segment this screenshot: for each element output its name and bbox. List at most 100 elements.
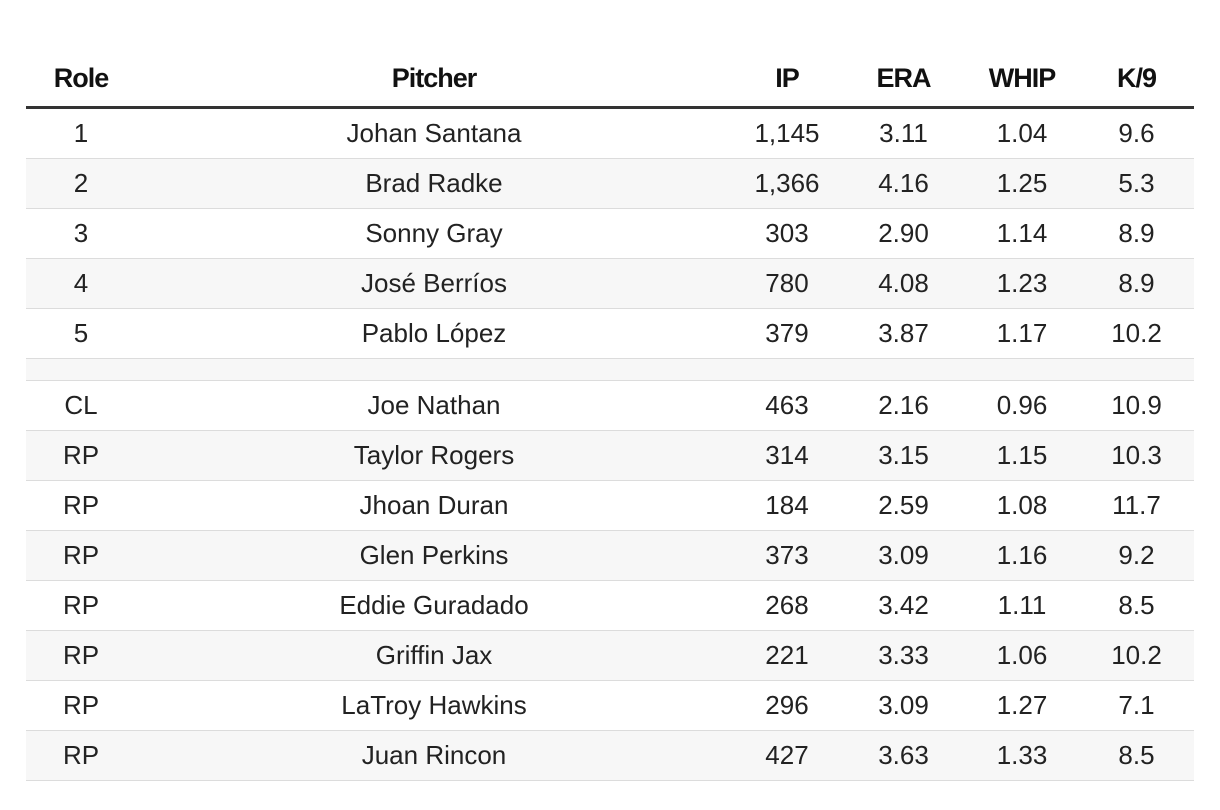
- cell-ip: 373: [732, 530, 842, 581]
- cell-ip: 303: [732, 208, 842, 259]
- cell-whip: 1.14: [965, 208, 1079, 259]
- cell-whip: 1.04: [965, 107, 1079, 159]
- cell-role: RP: [26, 530, 136, 581]
- table-row: CL Joe Nathan 463 2.16 0.96 10.9: [26, 380, 1194, 431]
- cell-era: 3.42: [842, 580, 965, 631]
- cell-k9: 10.3: [1079, 430, 1194, 481]
- cell-role: RP: [26, 680, 136, 731]
- cell-role: 2: [26, 158, 136, 209]
- cell-ip: 427: [732, 730, 842, 781]
- pitching-staff-table-container: Role Pitcher IP ERA WHIP K/9 1 Johan Sant…: [26, 50, 1194, 781]
- cell-pitcher: Taylor Rogers: [136, 430, 732, 481]
- cell-ip: 1,145: [732, 107, 842, 159]
- cell-whip: 1.11: [965, 580, 1079, 631]
- cell-k9: 8.9: [1079, 258, 1194, 309]
- cell-whip: 1.25: [965, 158, 1079, 209]
- table-row: 2 Brad Radke 1,366 4.16 1.25 5.3: [26, 158, 1194, 209]
- cell-role: CL: [26, 380, 136, 431]
- cell-pitcher: Pablo López: [136, 308, 732, 359]
- table-row: RP Griffin Jax 221 3.33 1.06 10.2: [26, 630, 1194, 681]
- cell-era: 3.09: [842, 680, 965, 731]
- cell-role: 3: [26, 208, 136, 259]
- cell-era: 3.11: [842, 107, 965, 159]
- cell-ip: 221: [732, 630, 842, 681]
- cell-role: RP: [26, 580, 136, 631]
- column-header-k9: K/9: [1079, 50, 1194, 109]
- table-spacer-row: [26, 358, 1194, 381]
- cell-whip: 1.17: [965, 308, 1079, 359]
- cell-role: 5: [26, 308, 136, 359]
- cell-whip: 1.15: [965, 430, 1079, 481]
- cell-k9: 11.7: [1079, 480, 1194, 531]
- cell-pitcher: LaTroy Hawkins: [136, 680, 732, 731]
- cell-pitcher: Jhoan Duran: [136, 480, 732, 531]
- cell-ip: [732, 358, 842, 381]
- table-header: Role Pitcher IP ERA WHIP K/9: [26, 50, 1194, 109]
- cell-era: 2.90: [842, 208, 965, 259]
- cell-role: RP: [26, 630, 136, 681]
- table-row: 4 José Berríos 780 4.08 1.23 8.9: [26, 258, 1194, 309]
- cell-ip: 184: [732, 480, 842, 531]
- table-row: 1 Johan Santana 1,145 3.11 1.04 9.6: [26, 107, 1194, 159]
- cell-era: 2.16: [842, 380, 965, 431]
- table-row: RP Jhoan Duran 184 2.59 1.08 11.7: [26, 480, 1194, 531]
- cell-pitcher: Brad Radke: [136, 158, 732, 209]
- cell-ip: 268: [732, 580, 842, 631]
- cell-role: 1: [26, 107, 136, 159]
- column-header-whip: WHIP: [965, 50, 1079, 109]
- column-header-era: ERA: [842, 50, 965, 109]
- cell-pitcher: Johan Santana: [136, 107, 732, 159]
- cell-pitcher: Eddie Guradado: [136, 580, 732, 631]
- cell-ip: 1,366: [732, 158, 842, 209]
- cell-era: 3.33: [842, 630, 965, 681]
- cell-pitcher: Juan Rincon: [136, 730, 732, 781]
- cell-k9: 8.5: [1079, 730, 1194, 781]
- cell-k9: 10.2: [1079, 630, 1194, 681]
- cell-era: 4.16: [842, 158, 965, 209]
- cell-era: 2.59: [842, 480, 965, 531]
- cell-whip: 1.16: [965, 530, 1079, 581]
- cell-ip: 314: [732, 430, 842, 481]
- cell-k9: 8.5: [1079, 580, 1194, 631]
- cell-k9: 9.6: [1079, 107, 1194, 159]
- cell-era: 3.63: [842, 730, 965, 781]
- cell-k9: 8.9: [1079, 208, 1194, 259]
- cell-pitcher: [136, 358, 732, 381]
- cell-pitcher: Sonny Gray: [136, 208, 732, 259]
- pitching-staff-table: Role Pitcher IP ERA WHIP K/9 1 Johan Sant…: [26, 50, 1194, 781]
- cell-era: 3.15: [842, 430, 965, 481]
- cell-k9: 9.2: [1079, 530, 1194, 581]
- column-header-role: Role: [26, 50, 136, 109]
- cell-role: RP: [26, 730, 136, 781]
- cell-whip: 1.33: [965, 730, 1079, 781]
- cell-k9: 10.2: [1079, 308, 1194, 359]
- cell-k9: 5.3: [1079, 158, 1194, 209]
- cell-role: RP: [26, 480, 136, 531]
- cell-ip: 296: [732, 680, 842, 731]
- column-header-ip: IP: [732, 50, 842, 109]
- table-row: RP Taylor Rogers 314 3.15 1.15 10.3: [26, 430, 1194, 481]
- cell-role: RP: [26, 430, 136, 481]
- cell-k9: 7.1: [1079, 680, 1194, 731]
- cell-role: [26, 358, 136, 381]
- cell-ip: 780: [732, 258, 842, 309]
- cell-role: 4: [26, 258, 136, 309]
- cell-whip: 1.27: [965, 680, 1079, 731]
- table-row: RP Juan Rincon 427 3.63 1.33 8.5: [26, 730, 1194, 781]
- cell-k9: 10.9: [1079, 380, 1194, 431]
- table-row: RP Glen Perkins 373 3.09 1.16 9.2: [26, 530, 1194, 581]
- cell-era: 3.87: [842, 308, 965, 359]
- cell-whip: 1.23: [965, 258, 1079, 309]
- cell-k9: [1079, 358, 1194, 381]
- header-row: Role Pitcher IP ERA WHIP K/9: [26, 50, 1194, 109]
- table-row: RP Eddie Guradado 268 3.42 1.11 8.5: [26, 580, 1194, 631]
- table-row: RP LaTroy Hawkins 296 3.09 1.27 7.1: [26, 680, 1194, 731]
- cell-pitcher: Glen Perkins: [136, 530, 732, 581]
- cell-whip: 1.08: [965, 480, 1079, 531]
- cell-whip: 1.06: [965, 630, 1079, 681]
- cell-whip: 0.96: [965, 380, 1079, 431]
- cell-ip: 379: [732, 308, 842, 359]
- cell-era: 4.08: [842, 258, 965, 309]
- table-row: 3 Sonny Gray 303 2.90 1.14 8.9: [26, 208, 1194, 259]
- cell-era: [842, 358, 965, 381]
